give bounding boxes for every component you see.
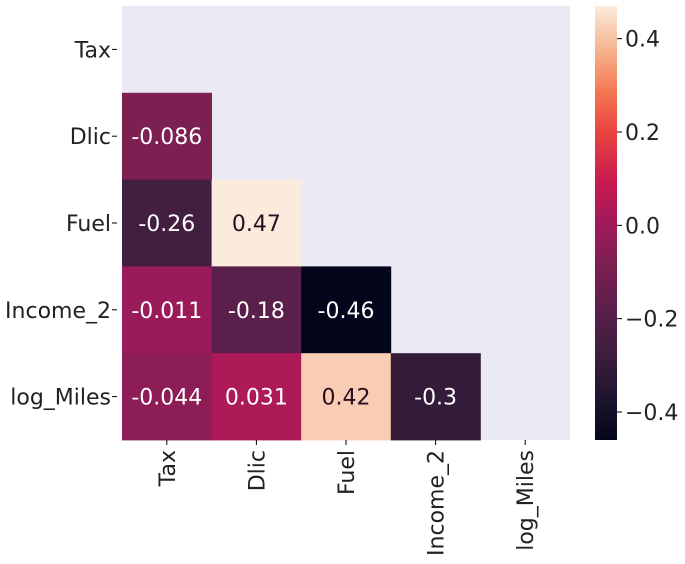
- row-label: Tax: [74, 38, 111, 63]
- cell-value-label: -0.46: [318, 299, 375, 324]
- colorbar-tick-label: −0.2: [625, 308, 678, 333]
- cell-value-label: -0.3: [414, 386, 457, 411]
- cell-value-label: 0.47: [232, 212, 281, 237]
- colorbar-tick-label: 0.0: [625, 214, 660, 239]
- heatmap-cell: [122, 353, 212, 441]
- heatmap-cell: [390, 353, 481, 441]
- column-label: Tax: [156, 450, 181, 487]
- heatmap-cell: [122, 266, 212, 354]
- colorbar-tick-label: 0.4: [625, 28, 660, 53]
- cell-value-label: -0.011: [131, 299, 202, 324]
- heatmap-cell: [122, 179, 212, 267]
- row-label: Dlic: [70, 125, 111, 150]
- heatmap-cell: [301, 266, 392, 354]
- heatmap-cells: -0.086 -0.26 0.47 -0.011 -0.18 -0.46 -0.044 0.0…: [122, 92, 481, 441]
- colorbar-tick-label: −0.4: [625, 401, 678, 426]
- cell-value-label: -0.086: [131, 125, 202, 150]
- cell-value-label: 0.031: [225, 386, 288, 411]
- column-label: Fuel: [335, 450, 360, 495]
- row-labels: Tax Dlic Fuel Income_2 log_Miles: [5, 38, 117, 411]
- heatmap-cell: [301, 353, 392, 441]
- heatmap-cell: [211, 353, 302, 441]
- colorbar: [595, 6, 617, 440]
- row-label: log_Miles: [10, 386, 111, 411]
- column-label: log_Miles: [514, 450, 539, 551]
- heatmap-cell: [211, 179, 302, 267]
- cell-value-label: -0.044: [131, 386, 202, 411]
- heatmap-cell: [122, 92, 212, 180]
- row-label: Fuel: [66, 212, 111, 237]
- colorbar-ticks: 0.4 0.2 0.0 −0.2 −0.4: [617, 28, 678, 426]
- row-label: Income_2: [5, 299, 111, 324]
- cell-value-label: -0.26: [138, 212, 195, 237]
- colorbar-tick-label: 0.2: [625, 121, 660, 146]
- column-label: Dlic: [245, 450, 270, 491]
- cell-value-label: -0.18: [228, 299, 285, 324]
- column-label: Income_2: [425, 450, 450, 556]
- column-labels: Tax Dlic Fuel Income_2 log_Miles: [156, 440, 539, 556]
- heatmap-cell: [211, 266, 302, 354]
- cell-value-label: 0.42: [322, 386, 371, 411]
